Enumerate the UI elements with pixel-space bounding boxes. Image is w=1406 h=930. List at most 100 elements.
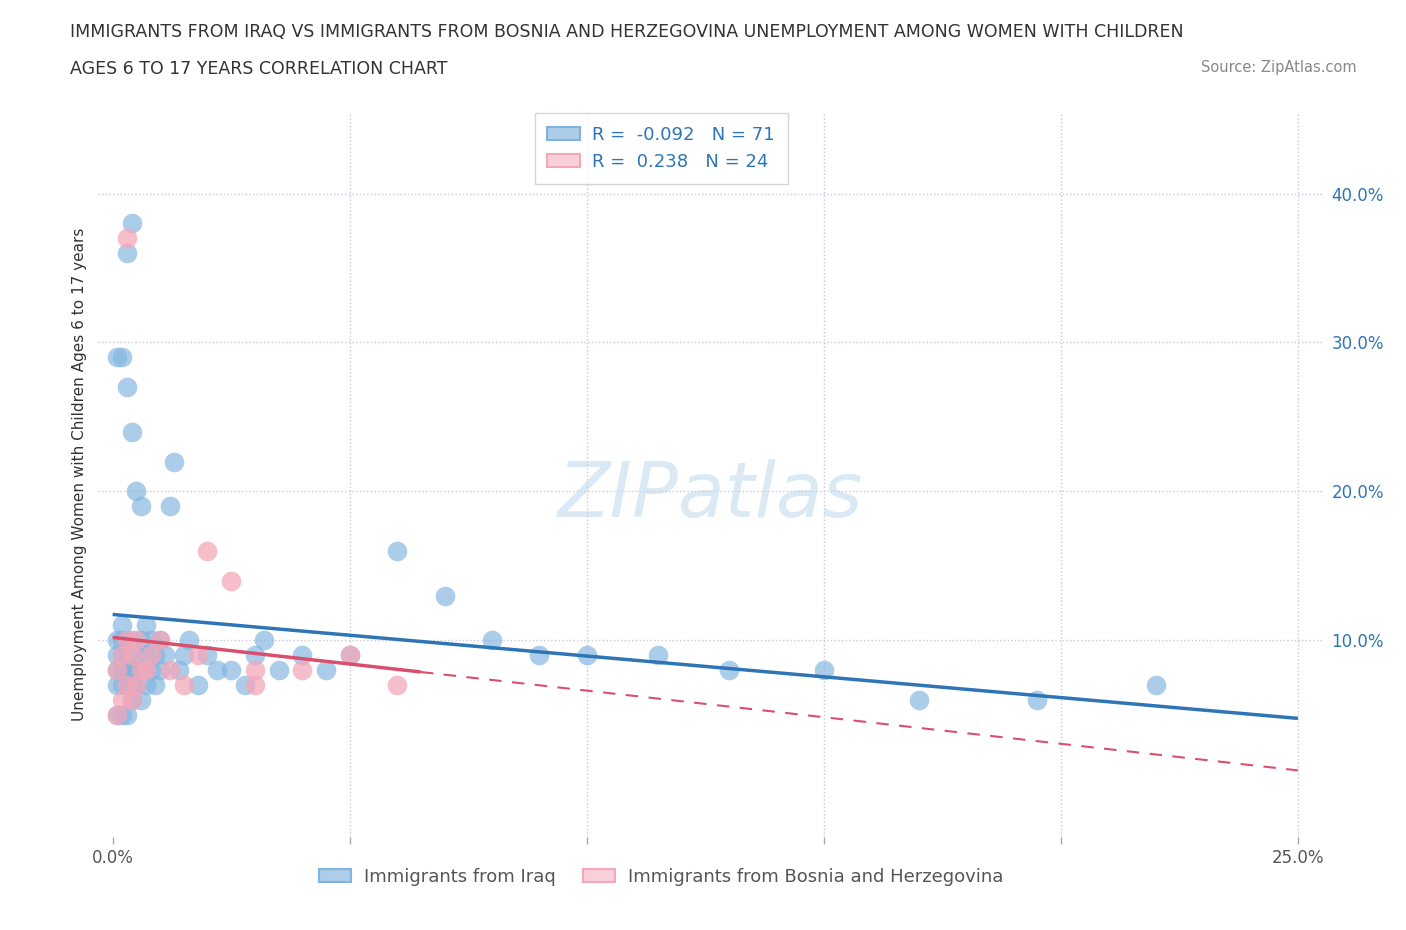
Point (339, 648, 361, 663)
Point (717, 663, 740, 678)
Point (115, 708, 138, 723)
Point (111, 618, 134, 633)
Point (339, 648, 361, 663)
Point (135, 648, 157, 663)
Point (243, 663, 266, 678)
Point (111, 633, 134, 648)
Point (139, 633, 162, 648)
Point (173, 648, 195, 663)
Point (219, 574, 242, 589)
Text: AGES 6 TO 17 YEARS CORRELATION CHART: AGES 6 TO 17 YEARS CORRELATION CHART (70, 60, 447, 78)
Point (105, 350, 128, 365)
Point (121, 678, 143, 693)
Point (315, 663, 337, 678)
Point (291, 663, 314, 678)
Point (115, 633, 138, 648)
Point (115, 246, 138, 260)
Point (111, 648, 134, 663)
Point (385, 543, 408, 558)
Point (121, 663, 143, 678)
Point (159, 663, 181, 678)
Point (575, 648, 598, 663)
Point (111, 708, 134, 723)
Point (149, 633, 172, 648)
Point (143, 678, 166, 693)
Point (159, 498, 181, 513)
Point (149, 633, 172, 648)
Point (115, 379, 138, 394)
Point (129, 693, 152, 708)
Point (115, 648, 138, 663)
Point (129, 633, 152, 648)
Point (111, 678, 134, 693)
Point (115, 663, 138, 678)
Point (121, 693, 143, 708)
Point (121, 424, 143, 439)
Point (481, 633, 503, 648)
Point (1144, 678, 1167, 693)
Text: Source: ZipAtlas.com: Source: ZipAtlas.com (1201, 60, 1357, 75)
Legend: Immigrants from Iraq, Immigrants from Bosnia and Herzegovina: Immigrants from Iraq, Immigrants from Bo… (312, 861, 1011, 893)
Text: ZIPatlas: ZIPatlas (557, 459, 863, 533)
Point (125, 663, 148, 678)
Point (433, 589, 456, 604)
Point (121, 648, 143, 663)
Point (243, 648, 266, 663)
Point (907, 693, 929, 708)
Point (115, 678, 138, 693)
Point (105, 663, 128, 678)
Point (235, 678, 257, 693)
Point (197, 543, 219, 558)
Point (121, 216, 143, 231)
Point (143, 648, 166, 663)
Point (121, 633, 143, 648)
Point (129, 663, 152, 678)
Point (125, 648, 148, 663)
Point (205, 663, 228, 678)
Point (187, 648, 209, 663)
Point (105, 633, 128, 648)
Point (111, 693, 134, 708)
Point (105, 648, 128, 663)
Point (163, 454, 186, 469)
Y-axis label: Unemployment Among Women with Children Ages 6 to 17 years: Unemployment Among Women with Children A… (72, 228, 87, 721)
Point (243, 678, 266, 693)
Point (105, 708, 128, 723)
Point (219, 663, 242, 678)
Point (177, 633, 200, 648)
Point (111, 648, 134, 663)
Point (121, 693, 143, 708)
Point (173, 678, 195, 693)
Point (125, 678, 148, 693)
Point (139, 663, 162, 678)
Point (149, 663, 172, 678)
Point (125, 633, 148, 648)
Point (115, 231, 138, 246)
Point (529, 648, 551, 663)
Point (135, 663, 157, 678)
Point (135, 678, 157, 693)
Text: IMMIGRANTS FROM IRAQ VS IMMIGRANTS FROM BOSNIA AND HERZEGOVINA UNEMPLOYMENT AMON: IMMIGRANTS FROM IRAQ VS IMMIGRANTS FROM … (70, 23, 1184, 41)
Point (129, 498, 152, 513)
Point (135, 618, 157, 633)
Point (153, 648, 176, 663)
Point (105, 663, 128, 678)
Point (105, 708, 128, 723)
Point (267, 663, 290, 678)
Point (139, 648, 162, 663)
Point (1026, 693, 1049, 708)
Point (115, 633, 138, 648)
Point (167, 663, 190, 678)
Point (291, 648, 314, 663)
Point (813, 663, 835, 678)
Point (253, 633, 276, 648)
Point (129, 663, 152, 678)
Point (647, 648, 669, 663)
Point (115, 678, 138, 693)
Point (111, 663, 134, 678)
Point (125, 678, 148, 693)
Point (105, 678, 128, 693)
Point (125, 484, 148, 498)
Point (197, 648, 219, 663)
Point (385, 678, 408, 693)
